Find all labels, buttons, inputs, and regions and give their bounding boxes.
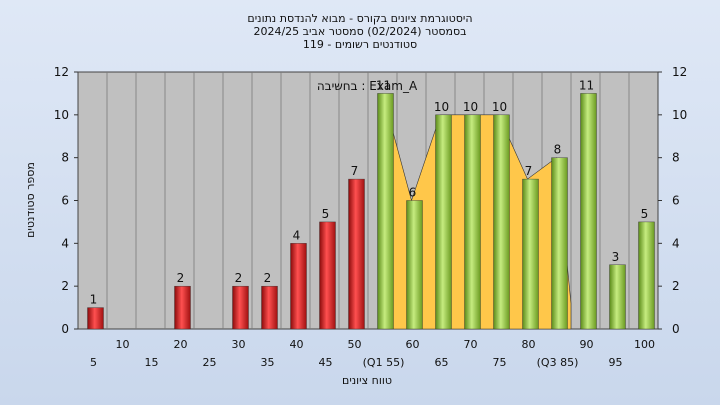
bar-value-label: 11	[376, 78, 391, 92]
y-tick-label: 10	[672, 108, 687, 122]
bar	[580, 93, 597, 330]
bar-value-label: 7	[351, 164, 359, 178]
y-axis-right: 0 2 4 6 8 10 12	[658, 65, 687, 336]
bar-value-label: 7	[525, 164, 533, 178]
y-tick-label: 8	[672, 151, 680, 165]
x-tick-label: 15	[145, 356, 159, 369]
x-tick-label: (Q3 85)	[537, 356, 579, 369]
y-tick-label: 10	[54, 108, 69, 122]
bar-value-label: 11	[579, 78, 594, 92]
chart-title-line-1: היסטוגרמת ציונים בקורס - מבוא להנדסת נתו…	[247, 12, 472, 25]
y-axis-left: 0 2 4 6 8 10 12	[54, 65, 78, 336]
bar-value-label: 6	[409, 186, 417, 200]
bar-value-label: 10	[434, 100, 449, 114]
bar	[464, 114, 481, 330]
bar	[551, 157, 568, 330]
y-tick-label: 8	[61, 151, 69, 165]
x-tick-label: 90	[580, 338, 594, 351]
bar-value-label: 2	[235, 271, 243, 285]
bar	[174, 285, 191, 330]
x-tick-label: 95	[609, 356, 623, 369]
bar	[435, 114, 452, 330]
bar	[609, 264, 626, 330]
x-tick-label: 10	[116, 338, 130, 351]
y-tick-label: 6	[672, 194, 680, 208]
x-tick-label: 65	[435, 356, 449, 369]
x-tick-label: 25	[203, 356, 217, 369]
bar-value-label: 4	[293, 228, 301, 242]
x-tick-label: 20	[174, 338, 188, 351]
bar	[406, 200, 423, 330]
bar	[377, 93, 394, 330]
bar	[493, 114, 510, 330]
bars-group: 1 2 2 2 4 5 7 11 6 10 10 10 7 8 11 3 5	[87, 78, 655, 330]
bar	[87, 307, 104, 330]
x-tick-label: 40	[290, 338, 304, 351]
x-axis-title: טווח ציונים	[342, 374, 392, 387]
x-tick-label: 60	[406, 338, 420, 351]
y-tick-label: 2	[61, 279, 69, 293]
bar-value-label: 5	[322, 207, 330, 221]
bar	[319, 221, 336, 330]
x-tick-label: 100	[634, 338, 655, 351]
x-axis: 5 10 15 20 25 30 35 40 45 50(Q1 55)60 65 70 75 80(Q3 …	[90, 338, 655, 369]
y-tick-label: 4	[672, 236, 680, 250]
x-tick-label: 5	[90, 356, 97, 369]
x-tick-label: 50	[348, 338, 362, 351]
bar	[638, 221, 655, 330]
x-tick-label: 70	[464, 338, 478, 351]
x-tick-label: 75	[493, 356, 507, 369]
y-axis-title: מספר סטודנטים	[24, 162, 37, 238]
bar-value-label: 2	[177, 271, 185, 285]
y-tick-label: 2	[672, 279, 680, 293]
x-tick-label: (Q1 55)	[363, 356, 405, 369]
bar	[348, 178, 365, 330]
y-tick-label: 4	[61, 236, 69, 250]
x-tick-label: 35	[261, 356, 275, 369]
x-tick-label: 80	[522, 338, 536, 351]
y-tick-label: 12	[54, 65, 69, 79]
y-tick-label: 12	[672, 65, 687, 79]
bar	[261, 285, 278, 330]
bar-value-label: 10	[492, 100, 507, 114]
bar-value-label: 2	[264, 271, 272, 285]
exam-annotation: בחשיבה : Exam_A	[317, 79, 418, 93]
bar	[232, 285, 249, 330]
bar-value-label: 10	[463, 100, 478, 114]
x-tick-label: 30	[232, 338, 246, 351]
x-tick-label: 45	[319, 356, 333, 369]
bar-value-label: 1	[90, 293, 98, 307]
bar-value-label: 8	[554, 143, 562, 157]
bar	[290, 243, 307, 330]
chart-title-line-3: סטודנטים רשומים - 119	[303, 38, 417, 51]
bar	[522, 178, 539, 330]
bar-value-label: 3	[612, 250, 620, 264]
y-tick-label: 6	[61, 194, 69, 208]
chart-title-line-2: בסמסטר (02/2024) סמסטר אביב 2024/25	[253, 25, 466, 38]
y-tick-label: 0	[61, 322, 69, 336]
bar-value-label: 5	[641, 207, 649, 221]
y-tick-label: 0	[672, 322, 680, 336]
